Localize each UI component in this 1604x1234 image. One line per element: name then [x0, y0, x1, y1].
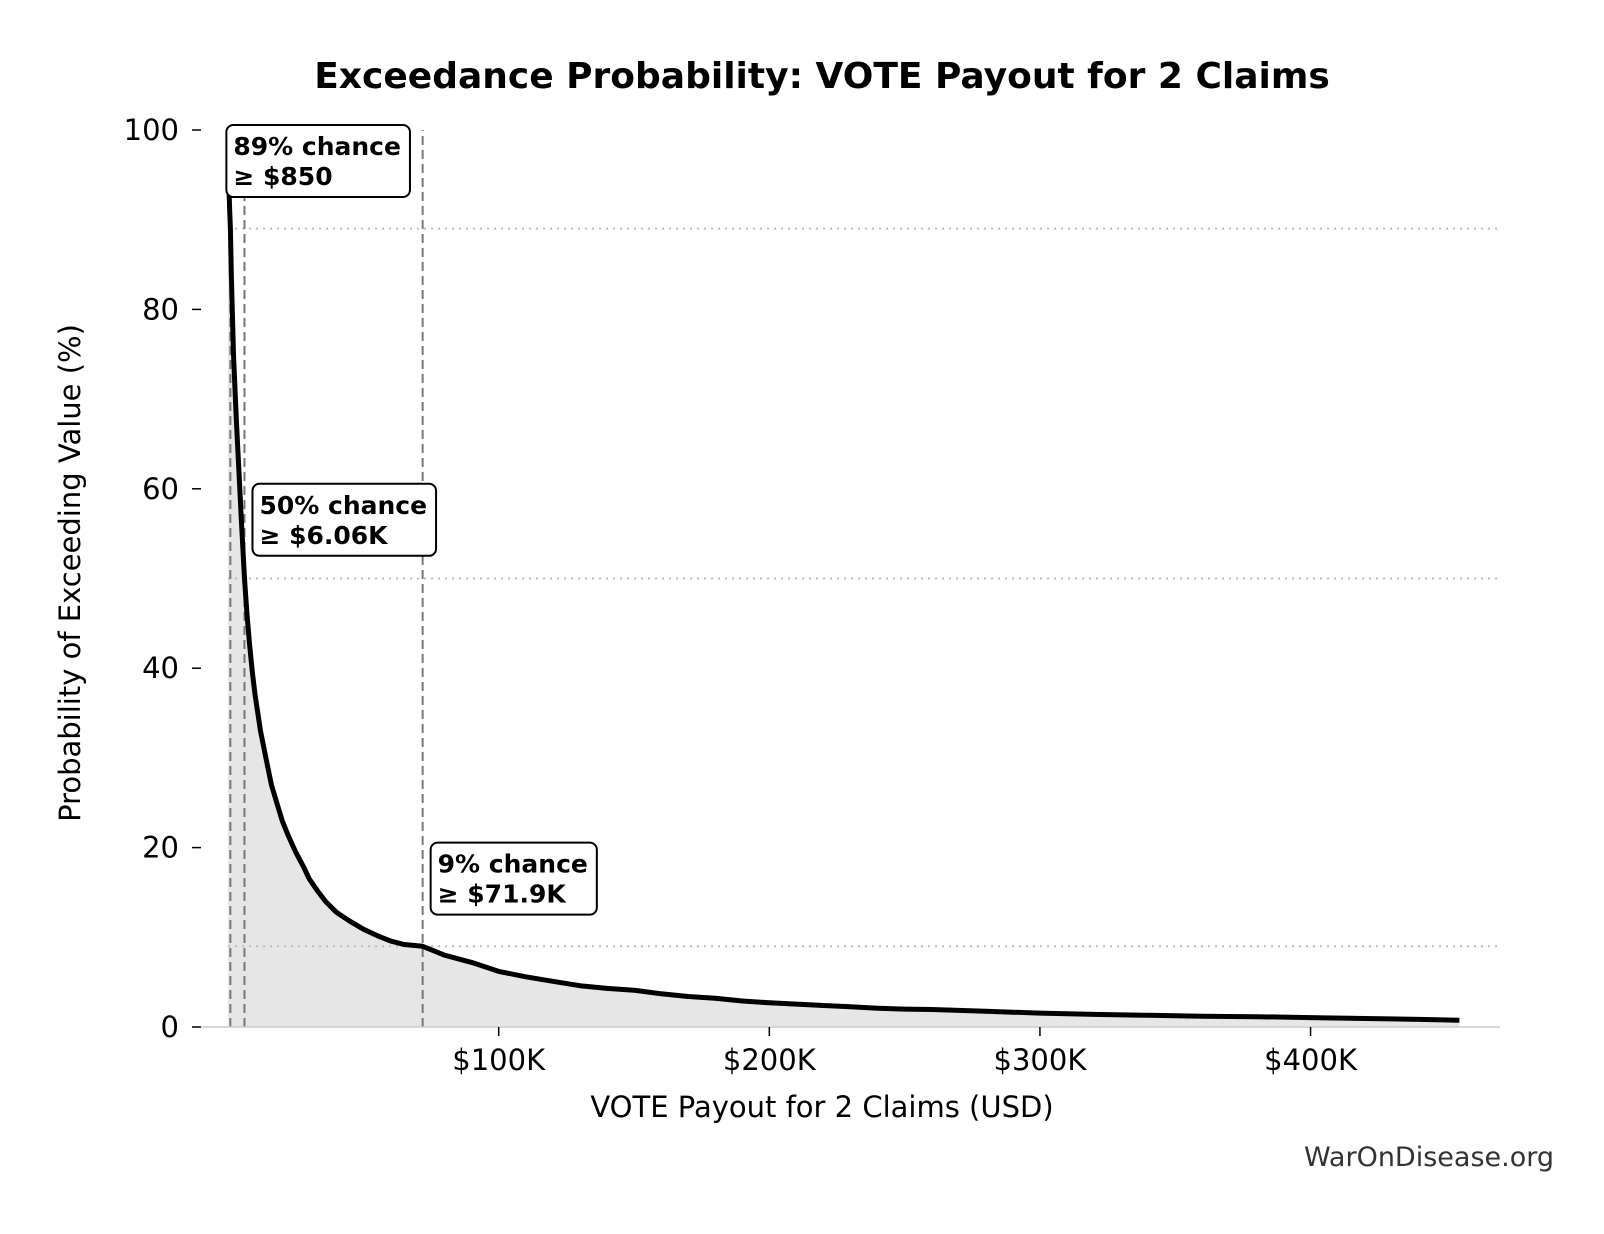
x-tick-label: $200K — [723, 1043, 817, 1077]
y-tick-label: 20 — [142, 831, 179, 865]
exceedance-curve-line — [225, 129, 1460, 1023]
x-axis-label: VOTE Payout for 2 Claims (USD) — [590, 1090, 1053, 1124]
annotation-text-line1: 89% chance — [233, 132, 401, 161]
annotation-box — [429, 841, 598, 916]
y-tick-label: 100 — [124, 113, 179, 147]
annotation-text-line1: 9% chance — [438, 850, 588, 879]
annotation-text-line1: 50% chance — [259, 491, 427, 520]
y-tick-label: 80 — [142, 292, 179, 326]
y-tick-label: 0 — [161, 1010, 179, 1044]
x-tick-label: $400K — [1264, 1043, 1358, 1077]
annotation-3: 9% chance≥ $71.9K — [429, 841, 598, 916]
annotation-1: 89% chance≥ $850 — [225, 124, 411, 198]
y-tick-label: 60 — [142, 472, 179, 506]
y-axis-label: Probability of Exceeding Value (%) — [53, 324, 87, 822]
watermark: WarOnDisease.org — [1304, 1142, 1554, 1173]
annotation-box — [251, 482, 438, 557]
annotation-2: 50% chance≥ $6.06K — [251, 482, 438, 557]
x-tick-label: $300K — [994, 1043, 1088, 1077]
curve-fill-area — [228, 130, 1460, 1027]
annotation-text-line2: ≥ $850 — [233, 162, 332, 191]
annotation-text-line2: ≥ $71.9K — [438, 880, 568, 909]
annotation-text-line2: ≥ $6.06K — [259, 521, 389, 550]
plot-area: $100K $200K $300K $400K 0 20 40 60 80 100 89% chan… — [124, 113, 1500, 1077]
annotation-box — [225, 124, 411, 198]
y-tick-label: 40 — [142, 651, 179, 685]
x-tick-label: $100K — [452, 1043, 546, 1077]
chart-title: Exceedance Probability: VOTE Payout for … — [314, 56, 1330, 97]
